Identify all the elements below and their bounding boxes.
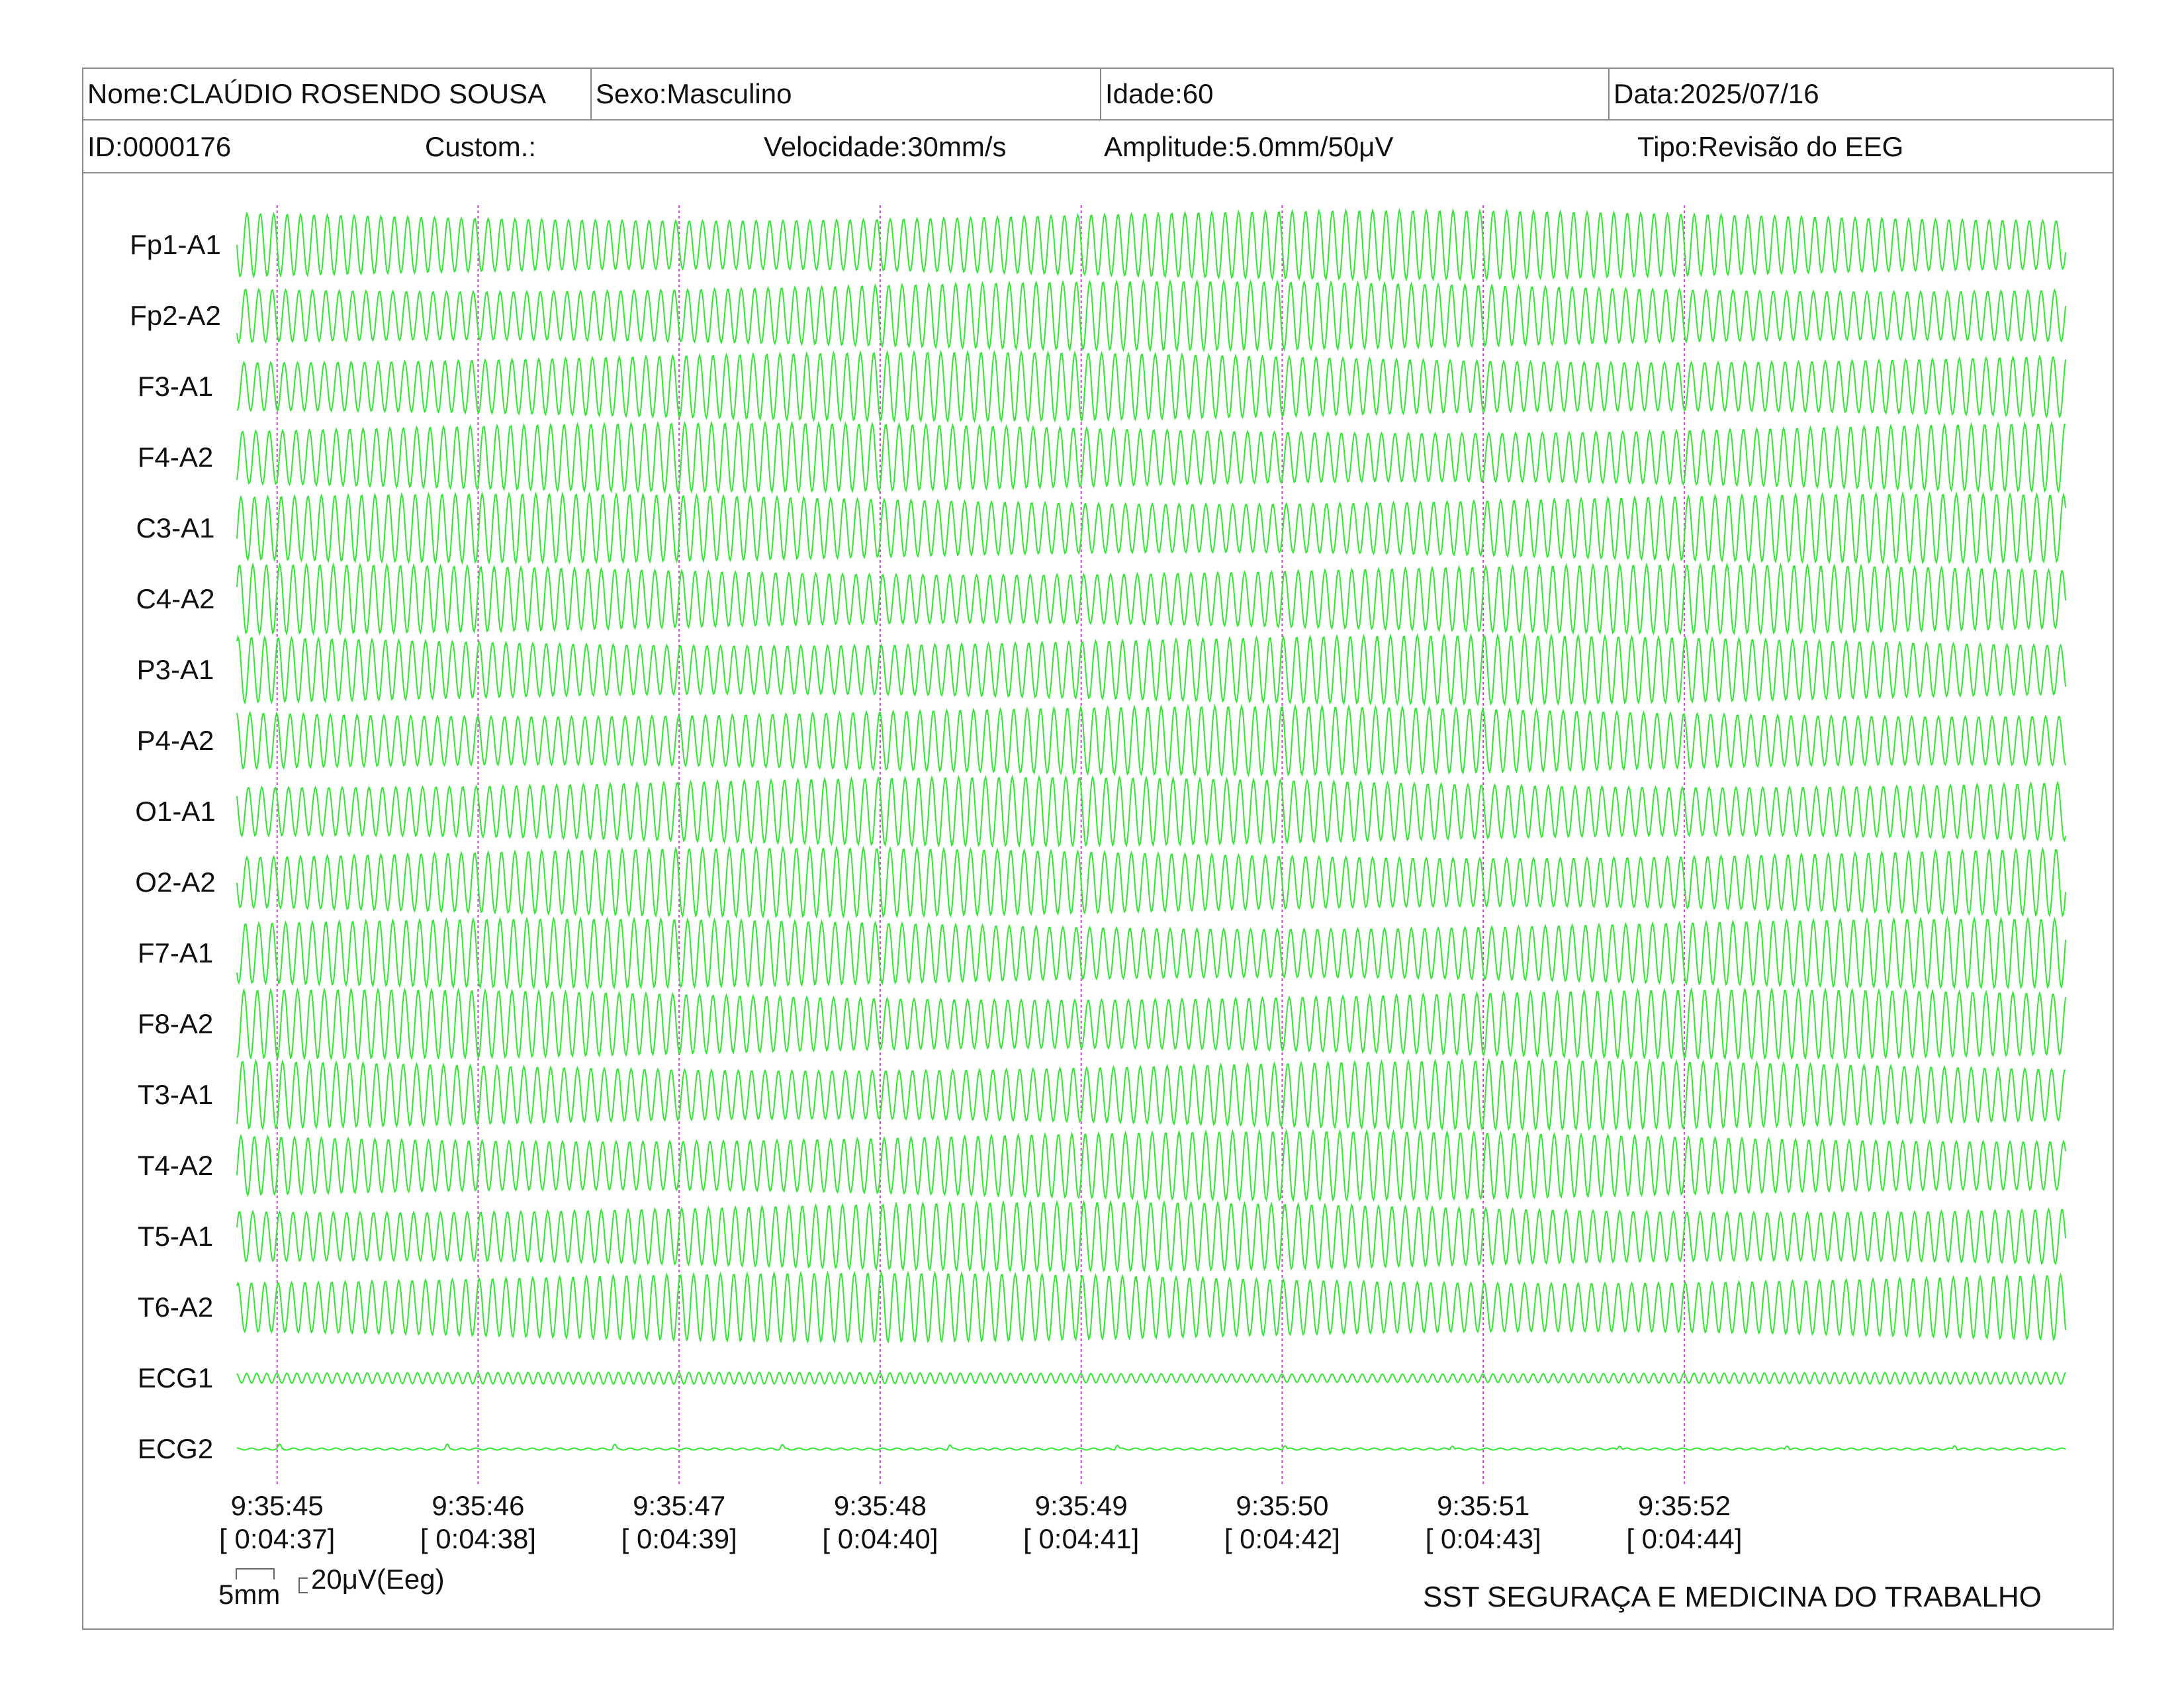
amplitude-setting: Amplitude:5.0mm/50μV xyxy=(1104,131,1394,162)
clock-time: 9:35:45 xyxy=(230,1490,324,1521)
clock-time: 9:35:47 xyxy=(633,1490,726,1521)
elapsed-time: [ 0:04:39] xyxy=(621,1523,737,1554)
time-marker-label: 9:35:52[ 0:04:44] xyxy=(1612,1489,1757,1556)
amplitude-scale-bar xyxy=(298,1577,308,1593)
patient-name: Nome:CLAÚDIO ROSENDO SOUSA xyxy=(87,78,547,109)
organization-name: SST SEGURAÇA E MEDICINA DO TRABALHO xyxy=(1423,1581,2042,1613)
elapsed-time: [ 0:04:40] xyxy=(822,1523,938,1554)
clock-time: 9:35:49 xyxy=(1034,1490,1128,1521)
channel-trace xyxy=(236,987,2066,1061)
time-marker-label: 9:35:50[ 0:04:42] xyxy=(1209,1489,1355,1556)
channel-label: O2-A2 xyxy=(135,867,216,898)
channel-label: P4-A2 xyxy=(136,725,214,756)
channel-trace xyxy=(236,1270,2066,1344)
paper-speed: Velocidade:30mm/s xyxy=(764,131,1007,162)
channel-label: ECG1 xyxy=(137,1362,214,1393)
exam-date: Data:2025/07/16 xyxy=(1614,78,1819,109)
channel-label: C3-A1 xyxy=(136,512,215,543)
time-marker-label: 9:35:46[ 0:04:38] xyxy=(405,1489,551,1556)
patient-sex: Sexo:Masculino xyxy=(596,78,792,109)
channel-trace xyxy=(237,1443,2066,1451)
channel-label: T4-A2 xyxy=(137,1150,214,1181)
clock-time: 9:35:51 xyxy=(1437,1490,1530,1521)
header-divider xyxy=(1608,68,1610,119)
channel-label: F7-A1 xyxy=(137,937,214,968)
clock-time: 9:35:52 xyxy=(1637,1490,1731,1521)
elapsed-time: [ 0:04:43] xyxy=(1425,1523,1541,1554)
channel-label: T3-A1 xyxy=(137,1079,214,1110)
channel-trace xyxy=(236,350,2066,424)
channel-trace xyxy=(236,704,2066,778)
channel-trace xyxy=(236,420,2066,494)
elapsed-time: [ 0:04:41] xyxy=(1023,1523,1140,1554)
clock-time: 9:35:48 xyxy=(833,1490,927,1521)
channel-label: Fp1-A1 xyxy=(130,229,221,260)
patient-age: Idade:60 xyxy=(1105,78,1214,109)
time-marker-label: 9:35:49[ 0:04:41] xyxy=(1009,1489,1154,1556)
custom-field: Custom.: xyxy=(425,131,537,162)
channel-trace xyxy=(236,633,2066,707)
channel-label: F4-A2 xyxy=(137,442,214,473)
channel-label: Fp2-A2 xyxy=(130,300,221,331)
patient-id: ID:0000176 xyxy=(87,131,232,162)
channel-trace xyxy=(236,279,2066,353)
channel-label: C4-A2 xyxy=(136,583,215,614)
channel-label: ECG2 xyxy=(137,1433,214,1464)
channel-trace xyxy=(236,1129,2066,1202)
time-marker-label: 9:35:45[ 0:04:37] xyxy=(205,1489,350,1556)
time-scale-bar xyxy=(236,1568,275,1579)
elapsed-time: [ 0:04:44] xyxy=(1626,1523,1743,1554)
time-marker-label: 9:35:47[ 0:04:39] xyxy=(606,1489,752,1556)
channel-trace xyxy=(236,916,2066,990)
time-scale-label: 5mm xyxy=(218,1579,281,1610)
channel-label: T5-A1 xyxy=(137,1221,214,1252)
time-marker-label: 9:35:51[ 0:04:43] xyxy=(1410,1489,1556,1556)
elapsed-time: [ 0:04:38] xyxy=(420,1523,537,1554)
exam-type: Tipo:Revisão do EEG xyxy=(1637,131,1904,162)
channel-trace xyxy=(236,845,2066,919)
clock-time: 9:35:46 xyxy=(432,1490,525,1521)
header-row-2: ID:0000176 Custom.: Velocidade:30mm/s Am… xyxy=(82,120,2114,173)
header-divider xyxy=(590,68,592,119)
channel-trace xyxy=(236,1058,2066,1131)
channel-trace xyxy=(236,1371,2066,1385)
channel-label: F3-A1 xyxy=(137,371,214,402)
channel-trace xyxy=(236,774,2066,849)
channel-label: O1-A1 xyxy=(135,796,216,827)
elapsed-time: [ 0:04:37] xyxy=(219,1523,336,1554)
channel-label: F8-A2 xyxy=(137,1008,214,1039)
channel-label: P3-A1 xyxy=(136,654,214,685)
channel-label: T6-A2 xyxy=(137,1291,214,1323)
amplitude-scale-label: 20μV(Eeg) xyxy=(311,1564,445,1595)
time-marker-label: 9:35:48[ 0:04:40] xyxy=(807,1489,953,1556)
report-frame xyxy=(82,68,2114,1630)
channel-trace xyxy=(236,208,2066,282)
channel-trace xyxy=(236,1199,2066,1273)
header-row-1: Nome:CLAÚDIO ROSENDO SOUSA Sexo:Masculin… xyxy=(82,68,2114,120)
channel-trace xyxy=(236,562,2066,636)
channel-trace xyxy=(236,491,2066,565)
header-divider xyxy=(1100,68,1101,119)
clock-time: 9:35:50 xyxy=(1236,1490,1329,1521)
elapsed-time: [ 0:04:42] xyxy=(1224,1523,1340,1554)
